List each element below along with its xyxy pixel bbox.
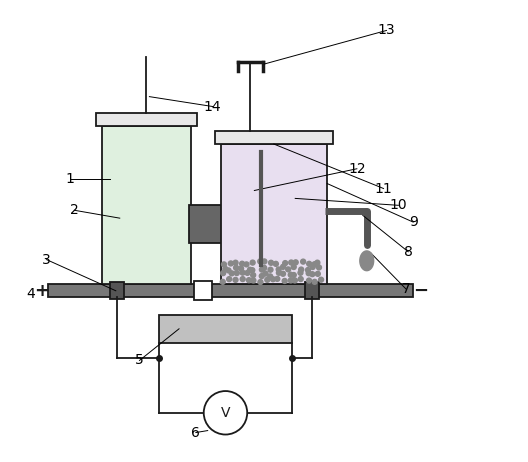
Circle shape: [259, 267, 265, 272]
Text: V: V: [221, 406, 230, 420]
Text: 2: 2: [70, 203, 79, 217]
Circle shape: [226, 268, 231, 273]
Bar: [221, 144, 327, 284]
Text: 8: 8: [404, 245, 413, 259]
Circle shape: [227, 277, 232, 282]
Circle shape: [312, 261, 317, 267]
Circle shape: [244, 262, 249, 267]
Bar: [102, 126, 191, 284]
Circle shape: [262, 259, 267, 264]
Circle shape: [318, 277, 324, 282]
Circle shape: [286, 267, 290, 272]
Circle shape: [240, 270, 245, 275]
Circle shape: [268, 274, 272, 279]
Circle shape: [268, 267, 273, 272]
Circle shape: [307, 261, 312, 266]
Circle shape: [228, 261, 233, 266]
Text: 4: 4: [26, 287, 35, 301]
Bar: [306, 282, 319, 299]
Circle shape: [291, 273, 296, 278]
Circle shape: [269, 260, 274, 265]
Circle shape: [300, 259, 306, 264]
Bar: [221, 144, 327, 284]
Circle shape: [247, 278, 251, 283]
Text: 7: 7: [402, 282, 411, 296]
Circle shape: [229, 271, 234, 276]
Circle shape: [315, 271, 320, 276]
Circle shape: [250, 267, 254, 273]
Circle shape: [259, 274, 264, 279]
Circle shape: [282, 279, 287, 283]
Circle shape: [280, 264, 286, 269]
Circle shape: [298, 270, 303, 275]
Circle shape: [234, 271, 239, 275]
Circle shape: [288, 272, 293, 277]
Circle shape: [274, 261, 278, 266]
Circle shape: [312, 280, 317, 284]
Circle shape: [233, 277, 238, 282]
Circle shape: [315, 260, 320, 265]
Bar: [102, 126, 191, 284]
Circle shape: [222, 262, 227, 267]
Text: 14: 14: [204, 99, 221, 114]
Bar: [214, 131, 333, 144]
Circle shape: [280, 271, 286, 276]
Circle shape: [288, 278, 293, 283]
Circle shape: [306, 271, 311, 276]
Circle shape: [240, 261, 244, 266]
Circle shape: [223, 267, 228, 271]
Text: 3: 3: [42, 253, 51, 267]
Circle shape: [233, 260, 238, 265]
Bar: [194, 281, 212, 300]
Text: −: −: [413, 282, 429, 300]
Text: 13: 13: [378, 24, 395, 37]
Text: 5: 5: [135, 353, 144, 367]
Circle shape: [220, 280, 225, 284]
Circle shape: [306, 267, 310, 273]
Bar: [110, 282, 124, 299]
Text: 6: 6: [191, 426, 200, 439]
Polygon shape: [360, 251, 374, 271]
Circle shape: [277, 270, 281, 275]
Circle shape: [251, 273, 256, 278]
Text: 1: 1: [66, 172, 75, 186]
Text: +: +: [34, 282, 49, 300]
Circle shape: [316, 265, 322, 270]
Circle shape: [291, 265, 296, 269]
Circle shape: [275, 276, 280, 281]
Circle shape: [248, 267, 252, 272]
Text: 10: 10: [390, 198, 407, 213]
Circle shape: [289, 260, 294, 265]
Circle shape: [240, 277, 245, 281]
Circle shape: [250, 260, 255, 265]
Circle shape: [233, 265, 239, 270]
Circle shape: [282, 261, 288, 266]
Text: 12: 12: [348, 162, 366, 176]
Circle shape: [299, 267, 304, 272]
Circle shape: [293, 260, 298, 265]
Circle shape: [245, 270, 250, 275]
Bar: [96, 114, 197, 126]
Circle shape: [251, 278, 256, 283]
Circle shape: [276, 267, 281, 272]
Circle shape: [265, 277, 270, 282]
Bar: [189, 205, 222, 243]
Circle shape: [293, 278, 297, 283]
Bar: [159, 315, 291, 343]
Circle shape: [310, 272, 315, 277]
Circle shape: [263, 271, 268, 276]
Circle shape: [239, 266, 243, 271]
Circle shape: [258, 259, 263, 264]
Circle shape: [270, 277, 276, 282]
Circle shape: [307, 278, 312, 283]
Circle shape: [204, 391, 247, 435]
Circle shape: [262, 265, 267, 270]
Circle shape: [258, 280, 263, 285]
Circle shape: [310, 265, 315, 269]
Circle shape: [221, 271, 225, 275]
Text: 11: 11: [375, 182, 392, 195]
Circle shape: [298, 277, 303, 281]
Bar: [48, 284, 413, 297]
Text: 9: 9: [409, 215, 418, 229]
